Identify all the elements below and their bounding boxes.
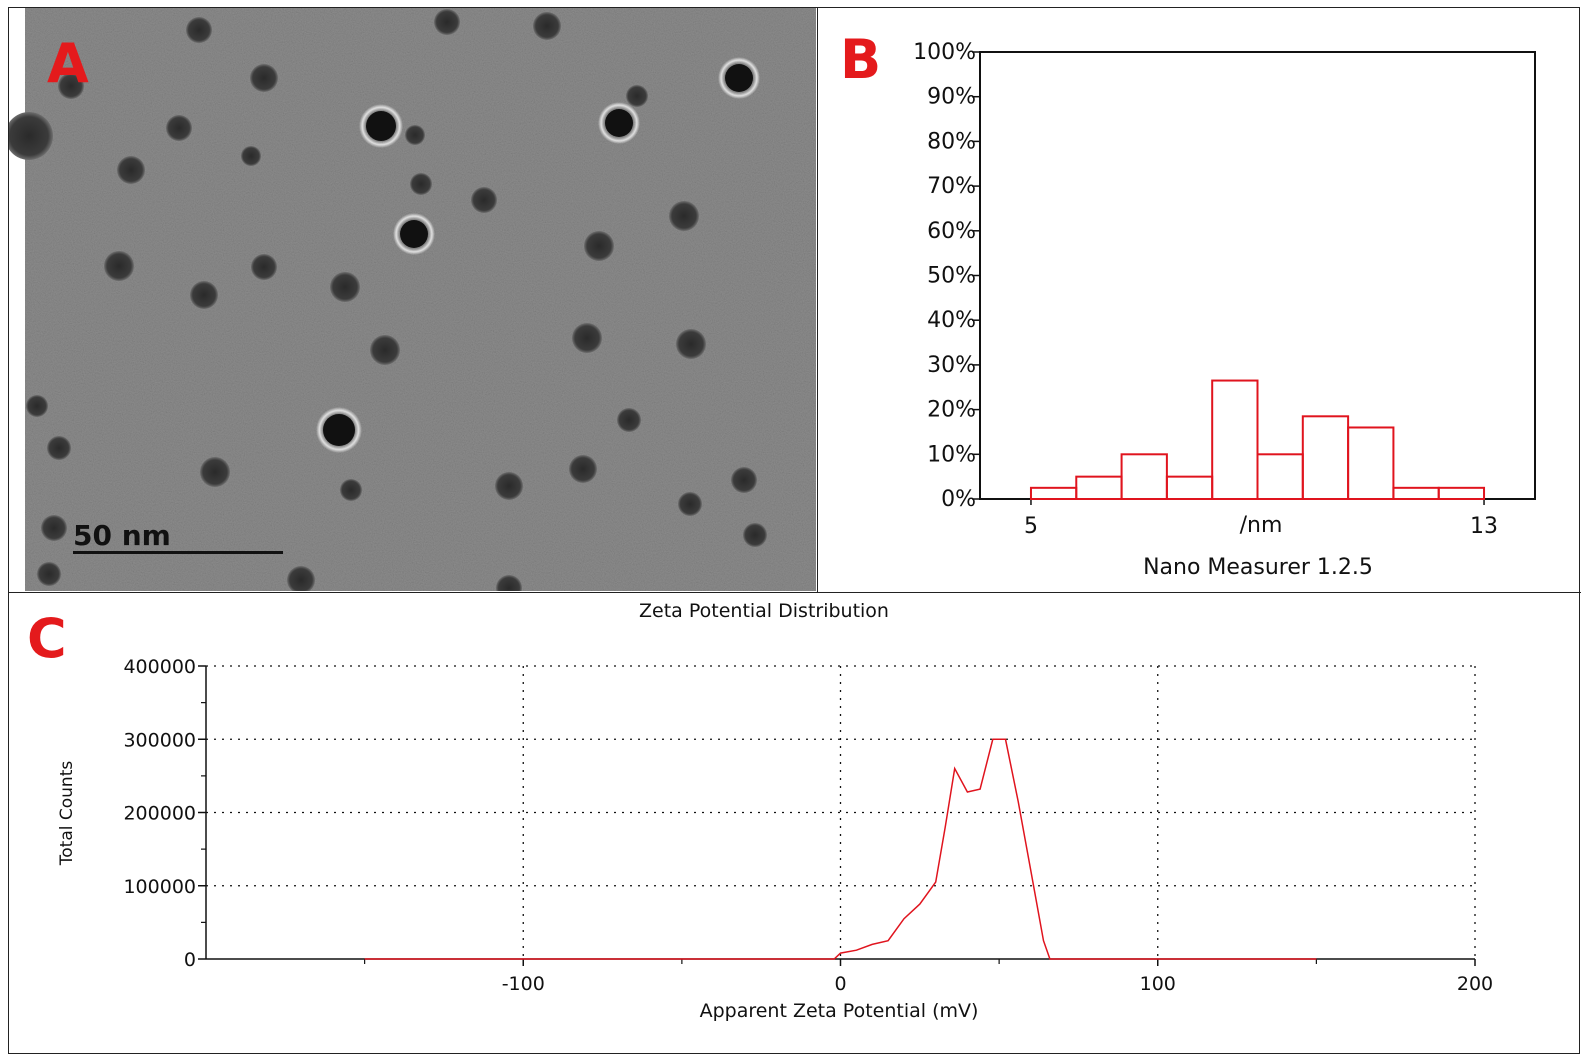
y-tick-label: 300000 [123, 729, 196, 751]
nanoparticle [330, 272, 360, 302]
y-tick-label: 10% [927, 442, 976, 467]
nanoparticle [605, 109, 633, 137]
micrograph-margin [9, 8, 25, 591]
nanoparticle [37, 562, 61, 586]
nanoparticle [9, 112, 53, 160]
y-tick-label: 400000 [123, 656, 196, 678]
histogram-bar [1301, 415, 1350, 500]
y-tick-label: 40% [927, 308, 976, 333]
nanoparticle [26, 395, 48, 417]
y-tick-label: 90% [927, 85, 976, 110]
nanoparticle [47, 436, 71, 460]
nanoparticle [676, 329, 706, 359]
y-tick-label: 50% [927, 264, 976, 289]
nanoparticle [572, 323, 602, 353]
histogram-bars [1029, 379, 1486, 501]
nanoparticle [569, 455, 597, 483]
nanoparticle [533, 12, 561, 40]
figure: 50 nm A B 0% 10% 20% 30% 40% 50% 60% 70% 80% 90% 1… [8, 7, 1581, 1055]
y-axis-label: Total Counts [57, 761, 77, 867]
nanoparticle [725, 64, 753, 92]
x-axis-label: Apparent Zeta Potential (mV) [700, 1000, 979, 1022]
histogram-bar [1120, 453, 1168, 500]
panel-a-micrograph: 50 nm A [9, 8, 818, 593]
x-tick-label: 100 [1140, 973, 1176, 995]
histogram-bar [1165, 475, 1214, 500]
panel-letter-b: B [840, 28, 881, 91]
nanoparticle [370, 335, 400, 365]
x-tick-label: 13 [1470, 514, 1498, 539]
nanoparticle [287, 566, 315, 591]
x-axis-label: /nm [1240, 513, 1283, 538]
nanoparticle [117, 156, 145, 184]
grid-lines [206, 665, 1476, 959]
histogram-bar [1256, 453, 1304, 500]
y-tick-label: 100% [913, 40, 976, 65]
y-tick-label: 200000 [123, 803, 196, 825]
x-axis-ticks: 5 13 [1024, 499, 1498, 539]
particle-group [9, 9, 767, 591]
scale-bar-label: 50 nm [73, 519, 171, 552]
zeta-series-line [364, 738, 1317, 960]
y-axis-ticks: 0 100000 200000 300000 400000 [123, 656, 206, 971]
nanoparticle [366, 111, 396, 141]
nanoparticle [678, 492, 702, 516]
nanoparticle [471, 187, 497, 213]
nanoparticle [186, 17, 212, 43]
y-tick-label: 30% [927, 353, 976, 378]
histogram-chart: B 0%10%20%30%40%50%60%70%80%90%100% 5 13 … [840, 28, 1536, 580]
nanoparticle [434, 9, 460, 35]
zeta-potential-chart: C Zeta Potential Distribution 0 100000 200… [27, 600, 1493, 1022]
x-tick-label: 0 [834, 973, 846, 995]
x-axis-ticks: -100 0 100 200 [364, 959, 1493, 995]
nanoparticle [405, 125, 425, 145]
histogram-bar [1075, 475, 1123, 500]
panel-letter-a: A [47, 32, 89, 95]
nanoparticle [743, 523, 767, 547]
nanoparticle [731, 467, 757, 493]
y-tick-label: 80% [927, 129, 976, 154]
nanoparticle [241, 146, 261, 166]
nanoparticle [104, 251, 134, 281]
scale-bar [73, 551, 283, 554]
nanoparticle [410, 173, 432, 195]
nanoparticle [669, 201, 699, 231]
histogram-bar [1029, 486, 1078, 501]
y-axis-ticks: 0% 10% 20% 30% 40% 50% 60% 70% 80% 90% 100% [913, 40, 980, 512]
nanoparticle [251, 254, 277, 280]
nanoparticle [626, 85, 648, 107]
y-tick-label: 100000 [123, 876, 196, 898]
nanoparticle [58, 73, 84, 99]
histogram-bar [1347, 426, 1395, 501]
x-tick-label: -100 [502, 973, 545, 995]
nanoparticle [496, 575, 522, 591]
y-tick-label: 20% [927, 398, 976, 423]
y-tick-label: 70% [927, 174, 976, 199]
nanoparticle [200, 457, 230, 487]
y-tick-label: 0% [941, 487, 976, 512]
nanoparticle [495, 472, 523, 500]
nanoparticle [584, 231, 614, 261]
nanoparticle [323, 414, 355, 446]
panel-letter-c: C [27, 607, 67, 670]
nanoparticle [400, 220, 428, 248]
histogram-bar [1392, 486, 1440, 501]
panel-c-zeta-chart: C Zeta Potential Distribution 0 100000 200… [9, 593, 1581, 1055]
nanoparticle [340, 479, 362, 501]
chart-title: Zeta Potential Distribution [639, 600, 889, 622]
nanoparticle [617, 408, 641, 432]
y-tick-label: 0 [184, 949, 196, 971]
software-caption: Nano Measurer 1.2.5 [1143, 555, 1373, 580]
nanoparticle [166, 115, 192, 141]
x-tick-label: 200 [1457, 973, 1493, 995]
histogram-bar [1437, 486, 1486, 501]
histogram-bar [1211, 379, 1259, 501]
micrograph-image: 50 nm A [9, 8, 816, 591]
nanoparticle [250, 64, 278, 92]
panel-b-histogram: B 0% 10% 20% 30% 40% 50% 60% 70% 80% 90% 100% 5 13 … [818, 8, 1581, 593]
nanoparticle [190, 281, 218, 309]
y-tick-label: 60% [927, 219, 976, 244]
nanoparticle [41, 515, 67, 541]
x-tick-label: 5 [1024, 514, 1038, 539]
